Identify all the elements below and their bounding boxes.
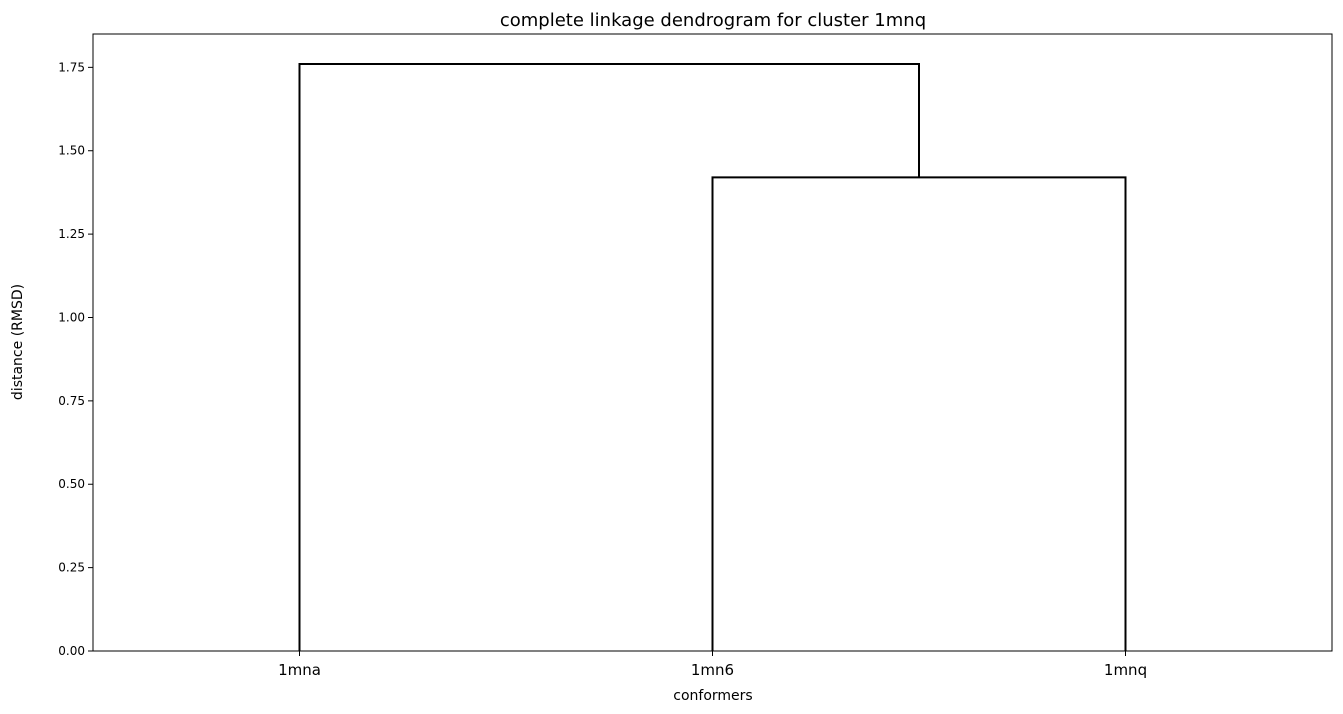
x-axis: 1mna 1mn6 1mnq [278,651,1147,679]
leaf-label: 1mnq [1104,661,1147,679]
y-tick-label: 0.00 [58,644,85,658]
y-tick-label: 0.50 [58,477,85,491]
x-axis-label: conformers [673,688,752,704]
y-tick-label: 0.75 [58,394,85,408]
y-axis-label: distance (RMSD) [10,284,26,400]
y-tick-label: 1.25 [58,227,85,241]
dendrogram-link [298,63,920,651]
y-axis: 0.00 0.25 0.50 0.75 1.00 1.25 1.50 1.75 [58,60,93,658]
dendrogram-links [298,63,1127,651]
chart-title: complete linkage dendrogram for cluster … [500,10,926,31]
y-tick-label: 1.75 [58,60,85,74]
leaf-label: 1mna [278,661,321,679]
y-tick-label: 1.00 [58,310,85,324]
leaf-label: 1mn6 [691,661,734,679]
dendrogram-link [711,176,1127,651]
y-tick-label: 1.50 [58,144,85,158]
y-tick-label: 0.25 [58,561,85,575]
